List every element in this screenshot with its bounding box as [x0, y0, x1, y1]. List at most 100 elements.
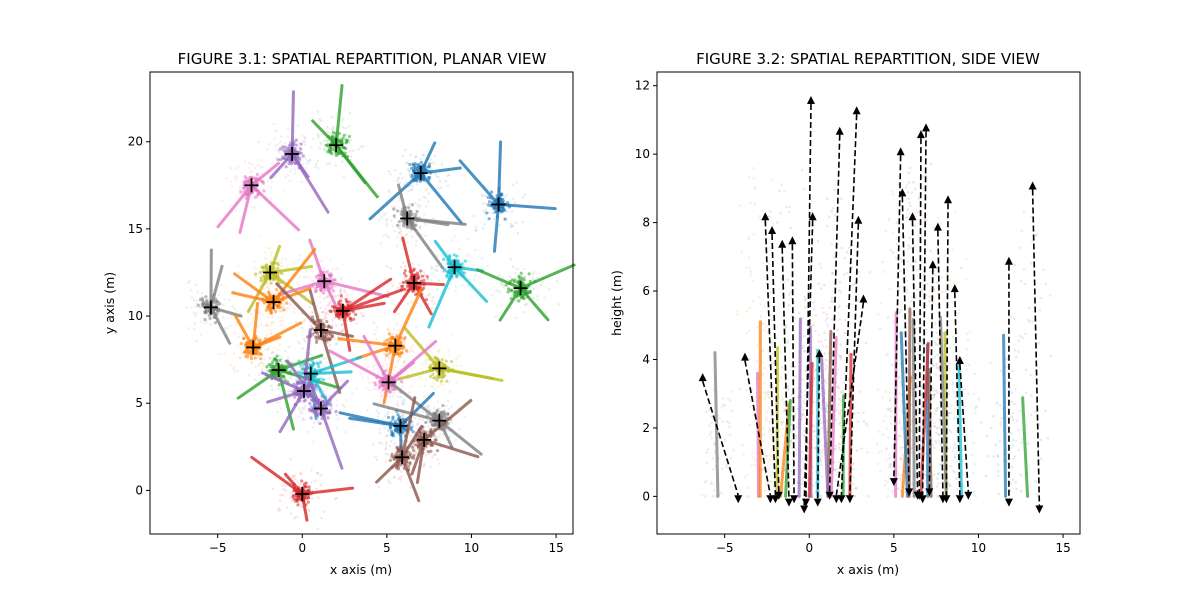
stem-line: [756, 371, 761, 498]
branch-line: [433, 239, 457, 269]
canopy-point: [425, 412, 428, 415]
canopy-point: [424, 405, 428, 409]
canopy-point: [437, 435, 440, 439]
canopy-point: [377, 194, 381, 198]
canopy-point: [383, 312, 387, 315]
canopy-point: [755, 359, 759, 363]
canopy-point: [339, 287, 343, 290]
canopy-point: [321, 311, 324, 314]
canopy-point: [371, 443, 375, 446]
canopy-point: [437, 261, 440, 265]
canopy-point: [450, 334, 453, 337]
canopy-point: [266, 348, 270, 352]
canopy-point: [749, 270, 753, 273]
canopy-point: [454, 284, 457, 288]
canopy-point: [223, 297, 226, 301]
canopy-point: [986, 454, 990, 458]
canopy-point: [315, 338, 319, 342]
canopy-point: [395, 209, 400, 213]
canopy-point: [230, 184, 233, 188]
planar-view-y-tick-label: 0: [135, 483, 143, 497]
canopy-point: [432, 302, 436, 306]
canopy-point: [999, 421, 1002, 424]
canopy-point: [756, 325, 760, 329]
canopy-point: [379, 395, 383, 398]
canopy-point: [306, 159, 310, 163]
canopy-point: [474, 229, 478, 232]
branch-line: [290, 152, 330, 214]
canopy-point: [289, 389, 293, 393]
canopy-point: [836, 487, 839, 490]
branch-line: [400, 455, 421, 503]
canopy-point: [486, 195, 490, 199]
tree-position-marker: [393, 418, 408, 433]
canopy-point: [326, 162, 329, 166]
canopy-point: [234, 208, 238, 212]
canopy-point: [383, 398, 386, 402]
canopy-point: [328, 406, 331, 409]
planar-view-markers: [203, 138, 528, 501]
canopy-point: [835, 408, 838, 412]
canopy-point: [449, 390, 452, 394]
canopy-point: [336, 314, 340, 318]
canopy-point: [394, 453, 398, 457]
canopy-point: [259, 233, 263, 237]
branch-line: [492, 202, 501, 253]
canopy-point: [1000, 417, 1003, 420]
canopy-point: [419, 269, 423, 273]
canopy-point: [302, 162, 305, 165]
canopy-point: [555, 279, 559, 283]
canopy-point: [474, 273, 477, 277]
canopy-point: [925, 328, 928, 331]
canopy-point: [332, 305, 336, 309]
canopy-point: [397, 176, 401, 179]
planar-view-panel: FIGURE 3.1: SPATIAL REPARTITION, PLANAR …: [102, 50, 576, 577]
canopy-point: [410, 185, 414, 188]
canopy-point: [422, 213, 426, 216]
canopy-point: [905, 260, 909, 264]
canopy-point: [323, 317, 326, 321]
canopy-point: [499, 192, 503, 197]
canopy-point: [803, 299, 807, 302]
canopy-point: [401, 364, 404, 367]
canopy-point: [334, 285, 337, 289]
canopy-point: [434, 436, 438, 439]
canopy-point: [285, 506, 289, 510]
canopy-point: [406, 241, 409, 244]
canopy-point: [410, 235, 414, 238]
canopy-point: [316, 378, 321, 382]
canopy-point: [286, 391, 290, 394]
canopy-point: [303, 404, 307, 408]
canopy-point: [205, 309, 209, 313]
canopy-point: [321, 378, 326, 382]
canopy-point: [312, 421, 316, 424]
canopy-point: [339, 294, 343, 298]
canopy-point: [474, 228, 478, 232]
canopy-point: [254, 275, 257, 279]
canopy-point: [426, 406, 430, 409]
canopy-point: [247, 308, 251, 311]
canopy-point: [1011, 438, 1015, 442]
canopy-point: [323, 148, 327, 152]
canopy-point: [442, 269, 446, 273]
branch-line: [328, 349, 391, 384]
canopy-point: [301, 406, 304, 409]
canopy-point: [342, 133, 346, 137]
canopy-point: [372, 369, 376, 372]
canopy-point: [789, 440, 793, 443]
canopy-point: [253, 260, 256, 263]
canopy-point: [511, 265, 515, 269]
canopy-point: [1012, 402, 1016, 406]
canopy-point: [314, 487, 318, 491]
canopy-point: [417, 453, 420, 456]
canopy-point: [392, 392, 396, 395]
canopy-point: [412, 448, 416, 453]
canopy-point: [518, 276, 522, 280]
canopy-point: [349, 318, 353, 323]
canopy-point: [392, 475, 396, 479]
canopy-point: [194, 302, 198, 305]
planar-view-x-tick-label: 10: [464, 541, 479, 555]
canopy-point: [266, 283, 270, 286]
canopy-point: [790, 430, 793, 434]
branch-line: [405, 216, 445, 270]
